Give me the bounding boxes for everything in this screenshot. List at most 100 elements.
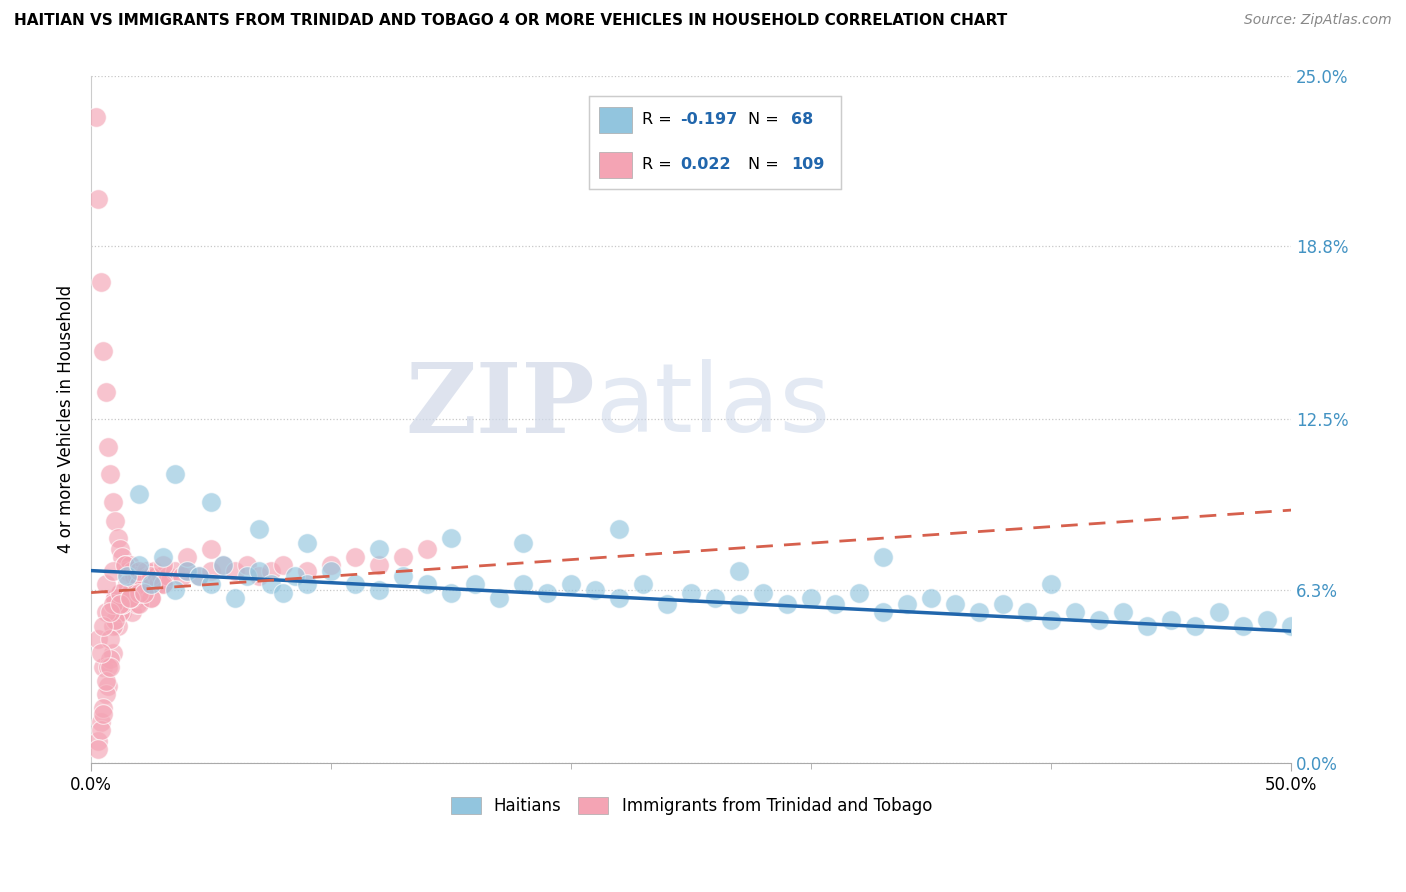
Point (536, 585, 558, 599)
Point (560, 577, 582, 591)
Point (104, 514, 127, 528)
Point (236, 569, 259, 583)
Point (101, 618, 124, 632)
Point (141, 591, 163, 606)
Point (295, 536, 318, 550)
Point (1208, 605, 1230, 619)
Point (1160, 613, 1182, 627)
Point (141, 591, 163, 606)
Point (512, 536, 534, 550)
Point (94, 384, 117, 399)
Point (125, 591, 148, 606)
Point (90, 714, 112, 729)
Point (200, 495, 222, 509)
Point (969, 605, 991, 619)
Point (1256, 613, 1278, 627)
Point (728, 597, 751, 611)
Point (104, 591, 127, 606)
Legend: Haitians, Immigrants from Trinidad and Tobago: Haitians, Immigrants from Trinidad and T… (441, 789, 941, 823)
Point (111, 597, 134, 611)
Point (121, 591, 143, 606)
Point (108, 585, 131, 599)
Point (368, 582, 391, 597)
Point (90, 723, 112, 738)
Point (848, 585, 870, 599)
Point (212, 558, 235, 573)
Point (1279, 618, 1302, 632)
Point (98, 632, 121, 647)
Point (728, 564, 751, 578)
Point (295, 577, 318, 591)
Point (896, 597, 918, 611)
Point (91, 660, 114, 674)
Point (172, 569, 194, 583)
Point (101, 646, 124, 660)
Point (440, 585, 463, 599)
Point (124, 569, 146, 583)
Point (148, 577, 170, 591)
Point (118, 558, 141, 573)
Point (94, 687, 117, 701)
Point (260, 564, 283, 578)
Point (176, 564, 198, 578)
Point (200, 577, 222, 591)
Point (188, 569, 211, 583)
Point (776, 597, 799, 611)
Point (114, 558, 136, 573)
Point (91, 706, 114, 721)
Point (1112, 605, 1135, 619)
Point (392, 549, 415, 564)
Point (1040, 577, 1063, 591)
Point (165, 582, 187, 597)
Point (142, 564, 165, 578)
Text: atlas: atlas (595, 359, 831, 452)
Point (416, 541, 439, 556)
Point (152, 558, 174, 573)
Point (165, 467, 187, 482)
Point (97, 679, 120, 693)
Point (152, 577, 174, 591)
Point (145, 569, 167, 583)
Point (87, 632, 110, 647)
Point (368, 541, 391, 556)
Point (87, 734, 110, 748)
Point (1136, 618, 1159, 632)
Point (440, 531, 463, 545)
Point (115, 585, 138, 599)
Point (131, 569, 153, 583)
Point (344, 577, 367, 591)
Point (121, 605, 143, 619)
Point (464, 577, 486, 591)
Point (392, 569, 415, 583)
Point (124, 591, 146, 606)
Point (98, 467, 121, 482)
Point (141, 569, 163, 583)
Point (224, 564, 246, 578)
Point (128, 585, 150, 599)
Point (236, 558, 259, 573)
Point (108, 597, 131, 611)
Point (368, 558, 391, 573)
Point (993, 597, 1015, 611)
Point (1184, 618, 1206, 632)
Text: HAITIAN VS IMMIGRANTS FROM TRINIDAD AND TOBAGO 4 OR MORE VEHICLES IN HOUSEHOLD C: HAITIAN VS IMMIGRANTS FROM TRINIDAD AND … (14, 13, 1007, 29)
Point (271, 558, 294, 573)
Point (704, 591, 727, 606)
Point (115, 577, 138, 591)
Point (224, 591, 246, 606)
Point (344, 549, 367, 564)
Point (152, 577, 174, 591)
Point (681, 585, 703, 599)
Point (84, 110, 107, 124)
Point (104, 613, 127, 627)
Point (118, 591, 141, 606)
Point (920, 591, 942, 606)
Point (488, 591, 510, 606)
Point (94, 673, 117, 688)
Point (657, 597, 679, 611)
Point (200, 564, 222, 578)
Point (107, 618, 129, 632)
Point (607, 522, 630, 536)
Point (176, 564, 198, 578)
Point (800, 591, 823, 606)
